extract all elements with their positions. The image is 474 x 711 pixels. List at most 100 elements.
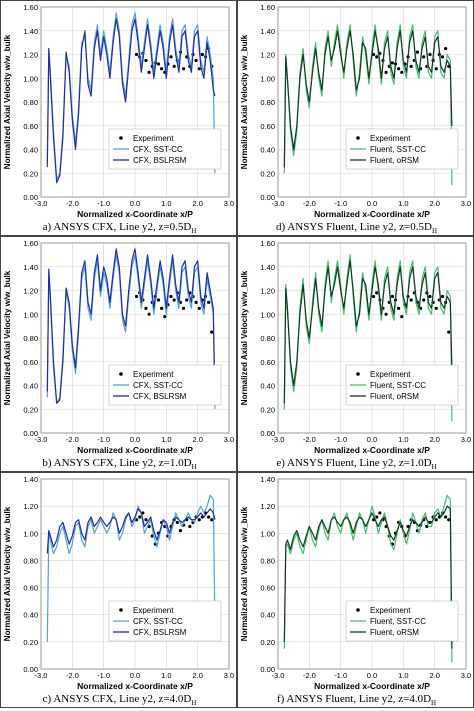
- chart-panel-a: 0.00 0.20 0.40 0.60 0.80 1.00 1.20 1.40 1.60 -3.0…: [0, 0, 237, 236]
- y-tick-label: 0.80: [260, 98, 275, 107]
- experiment-point: [156, 298, 161, 302]
- experiment-point: [194, 300, 198, 304]
- experiment-point: [428, 294, 432, 299]
- experiment-point: [440, 55, 445, 59]
- experiment-point: [375, 515, 379, 519]
- experiment-point: [447, 518, 451, 522]
- plot-frame: [277, 478, 467, 670]
- y-tick-label: 1.40: [260, 263, 275, 272]
- plot-frame: [40, 478, 230, 670]
- experiment-point: [197, 518, 201, 522]
- x-tick-label: -2.0: [303, 671, 316, 680]
- y-tick-label: 1.20: [260, 51, 275, 60]
- y-tick-label: 0.40: [23, 611, 38, 620]
- legend-marker: [356, 372, 360, 376]
- legend-marker: [119, 136, 123, 140]
- series-line-2: [46, 508, 216, 554]
- y-axis-label: Normalized Axial Velocity w/w_bulk: [3, 270, 12, 405]
- panel-caption: a) ANSYS CFX, Line y2, z=0.5DH: [1, 219, 238, 235]
- y-tick-label: 1.00: [260, 310, 275, 319]
- experiment-point: [434, 306, 438, 310]
- experiment-point: [434, 518, 438, 522]
- experiment-point: [210, 330, 214, 334]
- experiment-point: [440, 294, 445, 299]
- experiment-point: [144, 58, 148, 63]
- y-tick-label: 1.00: [23, 310, 38, 319]
- y-axis-label: Normalized Axial Velocity w/w_bulk: [3, 506, 12, 641]
- legend-label: Fluent, SST-CC: [370, 145, 426, 154]
- y-tick-label: 0.20: [23, 638, 38, 647]
- experiment-point: [194, 58, 198, 63]
- chart-svg: 0.00 0.20 0.40 0.60 0.80 1.00 1.20 1.40 1.60 -3.0…: [3, 239, 234, 455]
- y-tick-label: 0.20: [260, 169, 275, 178]
- x-tick-label: -2.0: [66, 435, 79, 444]
- experiment-point: [384, 312, 388, 316]
- experiment-point: [175, 520, 179, 525]
- x-tick-label: 0.0: [130, 435, 140, 444]
- y-axis-label: Normalized Axial Velocity w/w_bulk: [3, 34, 12, 169]
- x-tick-label: -2.0: [303, 435, 316, 444]
- series-line-1: [46, 254, 216, 410]
- panel-caption: b) ANSYS CFX, Line y2, z=1.0DH: [1, 455, 238, 471]
- experiment-point: [207, 300, 211, 304]
- y-tick-label: 1.40: [23, 475, 38, 484]
- y-tick-label: 0.80: [23, 334, 38, 343]
- legend-label: CFX, BSLRSM: [133, 628, 187, 637]
- chart-panel-c: 0.00 0.20 0.40 0.60 0.80 1.00 1.20 1.40 -3.0 -2.0…: [0, 472, 237, 708]
- y-tick-label: 0.20: [260, 405, 275, 414]
- y-tick-label: 0.40: [23, 382, 38, 391]
- experiment-point: [375, 55, 379, 59]
- experiment-point: [397, 306, 401, 310]
- x-tick-label: 3.0: [224, 199, 234, 208]
- y-tick-label: 0.60: [23, 584, 38, 593]
- legend-marker: [119, 608, 123, 612]
- x-tick-label: -2.0: [303, 199, 316, 208]
- caption-text: d) ANSYS Fluent, Line y2, z=0.5D: [276, 221, 432, 233]
- y-tick-label: 0.80: [23, 556, 38, 565]
- y-tick-label: 0.80: [260, 556, 275, 565]
- x-tick-label: -1.0: [97, 199, 110, 208]
- y-tick-label: 0.00: [260, 665, 275, 674]
- series-line-1: [46, 494, 216, 642]
- x-tick-label: 0.0: [367, 671, 377, 680]
- x-tick-label: -3.0: [272, 671, 285, 680]
- legend-label: CFX, SST-CC: [133, 381, 183, 390]
- x-tick-label: 3.0: [461, 435, 471, 444]
- x-tick-label: 3.0: [224, 671, 234, 680]
- experiment-point: [134, 52, 139, 57]
- y-tick-label: 0.20: [260, 638, 275, 647]
- experiment-point: [428, 52, 432, 57]
- y-axis-label: Normalized Axial Velocity w/w_bulk: [240, 270, 249, 405]
- chart-panel-f: 0.00 0.20 0.40 0.60 0.80 1.00 1.20 1.40 -3.0 -2.0…: [237, 472, 474, 708]
- x-tick-label: 1.0: [161, 671, 171, 680]
- y-tick-label: 0.40: [260, 382, 275, 391]
- x-tick-label: 2.0: [429, 199, 439, 208]
- series-line-2: [283, 260, 453, 404]
- y-tick-label: 1.20: [23, 51, 38, 60]
- x-tick-label: -3.0: [272, 199, 285, 208]
- x-tick-label: 0.0: [130, 671, 140, 680]
- y-tick-label: 1.60: [260, 3, 275, 12]
- experiment-point: [178, 528, 183, 533]
- y-tick-label: 1.00: [260, 529, 275, 538]
- x-axis-label: Normalized x-Coordinate x/P: [77, 209, 193, 219]
- chart-svg: 0.00 0.20 0.40 0.60 0.80 1.00 1.20 1.40 1.60 -3.0…: [240, 3, 471, 219]
- x-tick-label: 3.0: [461, 199, 471, 208]
- y-tick-label: 1.00: [23, 74, 38, 83]
- experiment-point: [160, 306, 164, 310]
- caption-subscript: H: [191, 227, 197, 236]
- panel-caption: c) ANSYS CFX, Line y2, z=4.0DH: [1, 691, 238, 707]
- experiment-point: [181, 67, 186, 71]
- y-tick-label: 1.40: [23, 27, 38, 36]
- experiment-point: [169, 294, 173, 299]
- series-line-2: [46, 248, 216, 404]
- x-tick-label: -2.0: [66, 671, 79, 680]
- experiment-point: [160, 67, 164, 71]
- y-tick-label: 0.60: [23, 122, 38, 131]
- experiment-point: [138, 515, 142, 519]
- x-tick-label: -1.0: [334, 435, 347, 444]
- x-axis-label: Normalized x-Coordinate x/P: [314, 681, 430, 691]
- experiment-point: [210, 518, 214, 522]
- x-tick-label: -1.0: [334, 671, 347, 680]
